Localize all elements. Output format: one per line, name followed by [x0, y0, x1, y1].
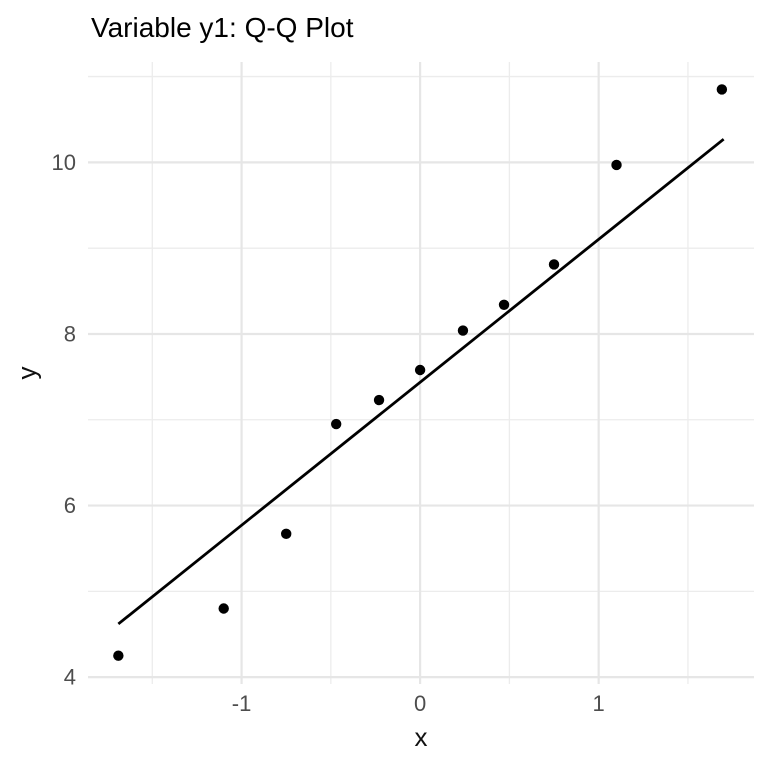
data-point: [457, 325, 469, 336]
data-point: [373, 394, 385, 406]
data-point: [548, 259, 560, 270]
y-tick-label: 6: [64, 493, 76, 518]
data-point: [113, 650, 124, 661]
y-tick-label: 8: [64, 321, 76, 346]
x-tick-label: 1: [593, 691, 605, 716]
y-axis-title: y: [11, 366, 42, 380]
x-tick-label: -1: [232, 691, 252, 716]
qq-reference-line: [117, 138, 725, 626]
data-point: [218, 603, 229, 614]
data-point: [498, 299, 510, 310]
x-tick-label: 0: [414, 691, 426, 716]
data-point: [611, 159, 622, 171]
data-point: [330, 418, 342, 430]
x-axis-title: x: [414, 722, 428, 752]
y-tick-label: 10: [52, 150, 76, 175]
plot-title: Variable y1: Q-Q Plot: [91, 12, 354, 43]
y-tick-label: 4: [64, 665, 76, 690]
data-point: [716, 84, 728, 95]
data-point: [414, 364, 426, 376]
data-point: [280, 528, 292, 540]
